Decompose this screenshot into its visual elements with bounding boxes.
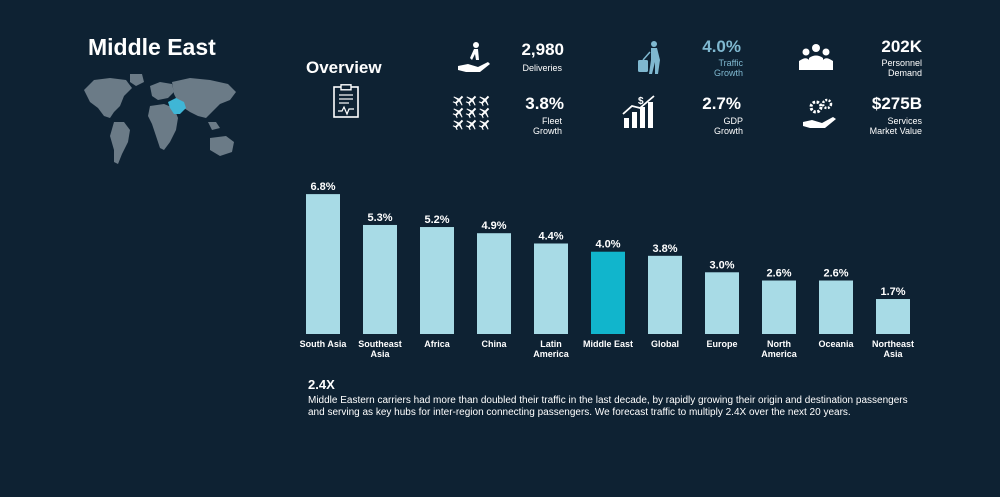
stat-value: 2.7% [702,94,741,113]
bar [705,272,739,334]
data-label: 1.7% [880,286,905,298]
category-label: Europe [706,339,737,349]
bar-chart: 6.8% South Asia 5.3% Southeast Asia 5.2% Afric… [300,181,914,359]
category-label: Oceania [818,339,854,349]
region-title: Middle East [88,34,216,60]
growth-chart-icon: $ [620,94,660,130]
category-label: Southeast Asia [358,339,402,359]
svg-text:$: $ [638,96,644,107]
bar [420,227,454,334]
bar [762,280,796,334]
data-label: 5.3% [367,212,392,224]
stat-label: Services Market Value [869,116,922,136]
stat-value: 3.8% [525,94,564,113]
bar [306,194,340,334]
traveler-luggage-icon [630,40,670,76]
stat-label: GDP Growth [713,116,743,136]
data-label: 3.0% [709,259,734,271]
bar [876,299,910,334]
delivery-hand-icon [454,40,494,76]
stat-label: Traffic Growth [713,58,743,78]
clipboard-icon [333,84,359,118]
category-label: Northeast Asia [872,339,914,359]
overview-title: Overview [306,58,382,77]
category-label: Middle East [583,339,633,349]
bar [363,224,397,334]
data-label: 4.4% [538,230,563,242]
services-gears-hand-icon [800,96,840,132]
airplanes-icon [452,94,492,131]
stat-label: Fleet Growth [532,116,562,136]
stat-label: Personnel Demand [881,58,922,78]
data-label: 4.9% [481,220,506,232]
summary-text: Middle Eastern carriers had more than do… [308,395,908,418]
bar [477,233,511,334]
bar [591,251,625,334]
stat-value: 202K [881,37,922,56]
summary-headline: 2.4X [308,377,335,392]
category-label: Latin America [533,339,570,359]
data-label: 5.2% [424,214,449,226]
stat-value: $275B [871,94,922,113]
stat-value: 2,980 [521,40,564,59]
people-group-icon [796,40,836,76]
stat-label: Deliveries [522,63,562,73]
data-label: 3.8% [652,243,677,255]
data-label: 4.0% [595,239,620,251]
category-label: North America [761,339,798,359]
category-label: South Asia [300,339,348,349]
data-label: 2.6% [766,268,791,280]
bar [819,280,853,334]
category-label: Global [651,339,679,349]
data-label: 2.6% [823,268,848,280]
bar [534,243,568,334]
category-label: China [481,339,507,349]
category-label: Africa [424,339,451,349]
data-label: 6.8% [310,181,335,193]
world-map-icon [84,74,236,164]
bar [648,255,682,334]
stat-value: 4.0% [702,37,741,56]
